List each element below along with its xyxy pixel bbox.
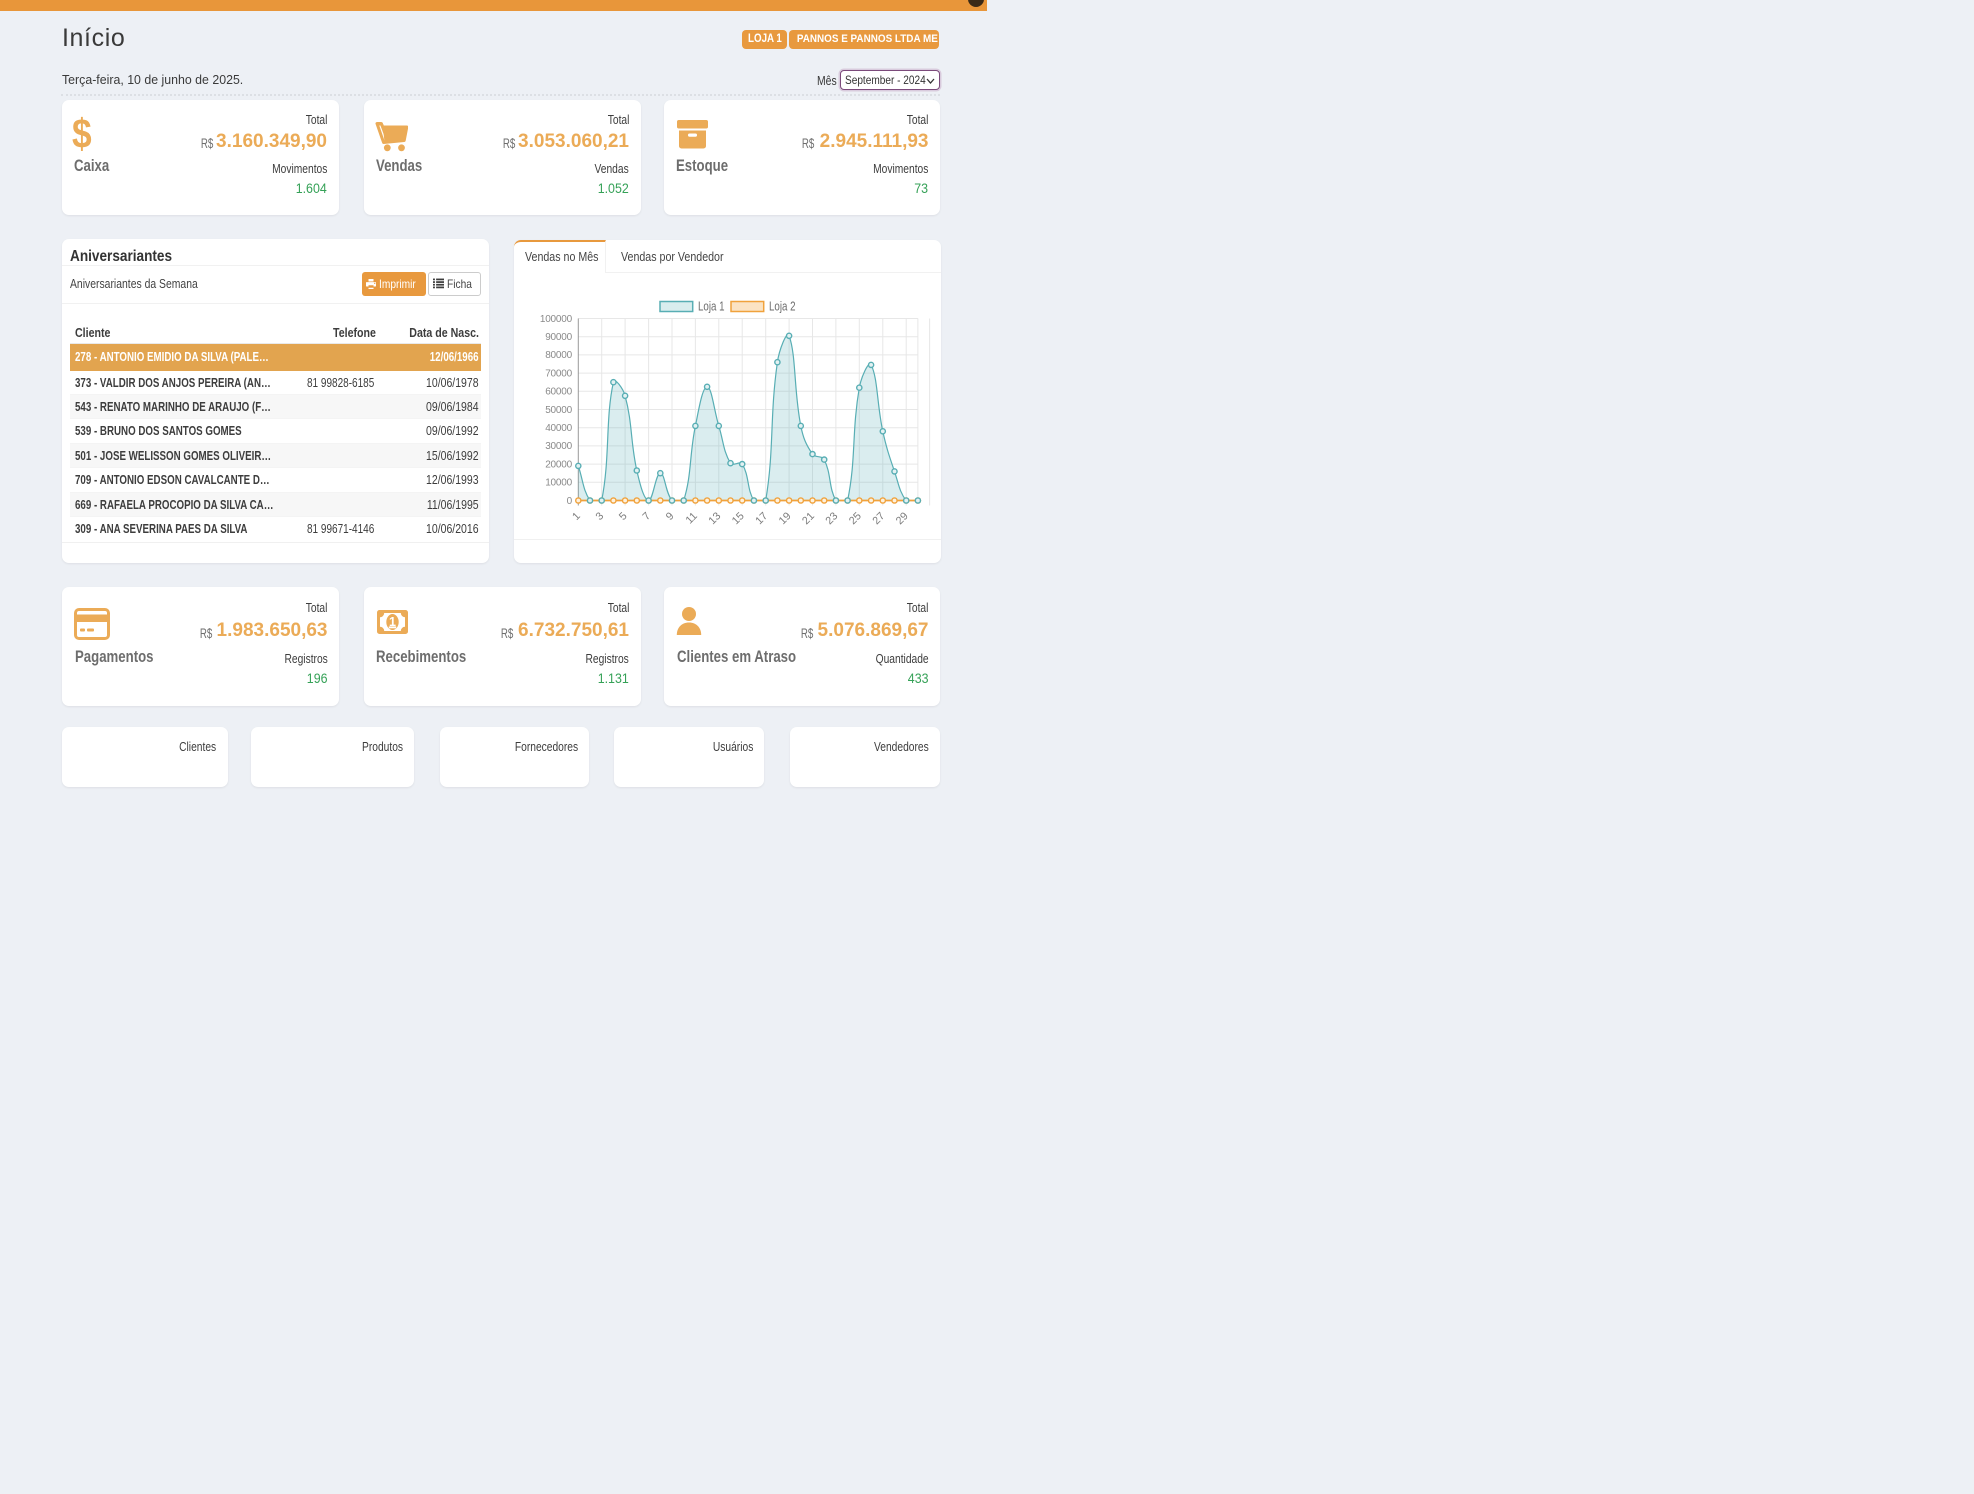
svg-text:29: 29 — [893, 510, 910, 527]
svg-text:70000: 70000 — [545, 368, 572, 379]
svg-text:20000: 20000 — [545, 459, 572, 470]
svg-text:10000: 10000 — [545, 478, 572, 489]
svg-text:27: 27 — [870, 510, 887, 527]
svg-text:30000: 30000 — [545, 441, 572, 452]
svg-text:15: 15 — [729, 510, 746, 527]
svg-text:17: 17 — [753, 510, 770, 527]
svg-text:13: 13 — [706, 510, 723, 527]
svg-text:1: 1 — [570, 510, 583, 523]
svg-text:5: 5 — [616, 510, 629, 523]
svg-text:Loja 1: Loja 1 — [698, 301, 725, 314]
svg-text:0: 0 — [566, 496, 572, 507]
svg-text:100000: 100000 — [539, 314, 572, 325]
svg-text:80000: 80000 — [545, 350, 572, 361]
svg-text:3: 3 — [593, 510, 606, 523]
svg-text:7: 7 — [640, 510, 653, 523]
svg-text:1: 1 — [389, 615, 396, 629]
svg-text:40000: 40000 — [545, 423, 572, 434]
svg-text:21: 21 — [800, 510, 817, 527]
svg-text:90000: 90000 — [545, 332, 572, 343]
svg-text:23: 23 — [823, 510, 840, 527]
svg-text:11: 11 — [683, 510, 699, 526]
svg-text:50000: 50000 — [545, 405, 572, 416]
svg-text:25: 25 — [846, 510, 863, 527]
svg-text:60000: 60000 — [545, 387, 572, 398]
svg-text:9: 9 — [663, 510, 676, 523]
svg-text:19: 19 — [776, 510, 793, 527]
svg-text:Loja 2: Loja 2 — [769, 301, 796, 314]
